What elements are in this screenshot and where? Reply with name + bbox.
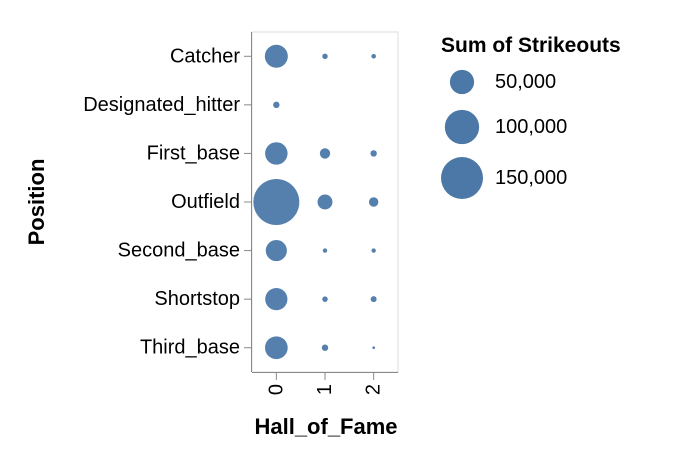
y-tick-label: Outfield [171,191,240,213]
data-point [370,296,377,303]
size-legend: Sum of Strikeouts 50,000 100,000 150,000 [441,34,621,199]
data-point [370,150,377,157]
data-point [319,148,331,159]
data-point [253,179,300,225]
y-tick-label: Catcher [170,45,240,67]
legend-label: 150,000 [495,167,567,189]
x-tick-label: 0 [265,384,287,395]
data-point [264,336,288,360]
data-point [265,142,288,165]
y-tick-label: Second_base [118,240,240,262]
legend-symbol [444,109,480,145]
data-point [317,194,333,210]
x-axis-title: Hall_of_Fame [254,414,397,439]
data-point [273,101,280,109]
legend-label: 100,000 [495,116,567,138]
y-tick-label: Designated_hitter [83,94,240,116]
y-axis-title: Position [24,159,49,246]
data-point [371,248,376,253]
x-tick-label: 2 [363,384,385,395]
x-tick-label: 1 [314,384,336,395]
data-point [264,44,288,68]
data-point [368,197,379,207]
data-point [322,53,328,59]
data-point [265,288,288,311]
data-point [265,240,287,262]
y-axis: Catcher Designated_hitter First_base Outfie… [83,32,252,372]
data-point [321,344,329,351]
plot-area [251,31,399,373]
legend-symbol [449,69,475,95]
y-tick-label: First_base [147,142,240,164]
y-tick-label: Shortstop [154,288,240,310]
data-point [371,53,376,59]
legend-label: 50,000 [495,71,556,93]
data-point [322,296,328,302]
y-tick-label: Third_base [140,337,240,359]
data-point [322,248,328,253]
legend-symbol [441,157,483,199]
x-axis: 0 1 2 [252,372,398,395]
data-point [372,346,375,350]
legend-title: Sum of Strikeouts [441,34,621,57]
